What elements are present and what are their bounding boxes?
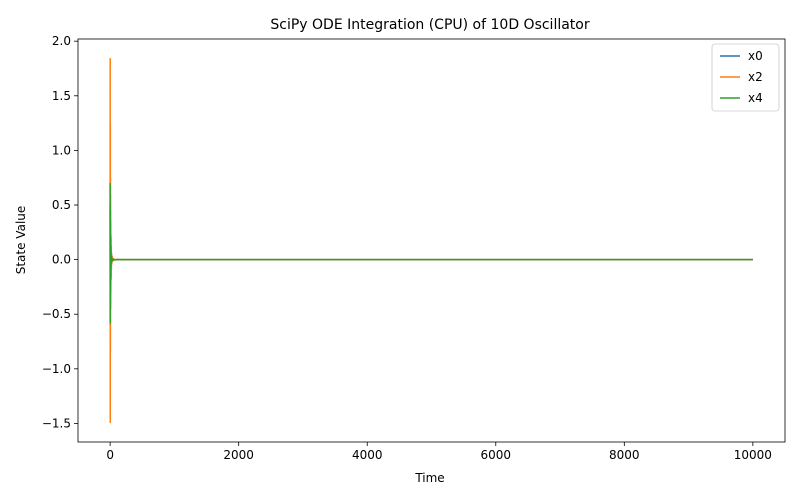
- legend: x0 x2 x4: [711, 43, 780, 112]
- y-tick-label: −1.0: [42, 362, 71, 376]
- series-lines: [109, 57, 753, 424]
- x-tick-label: 4000: [352, 448, 383, 462]
- x-tick-label: 2000: [223, 448, 254, 462]
- y-tick-label: 2.0: [52, 34, 71, 48]
- chart-title: SciPy ODE Integration (CPU) of 10D Oscil…: [270, 17, 589, 33]
- legend-label-x0: x0: [748, 49, 763, 63]
- legend-label-x4: x4: [748, 91, 763, 105]
- x-axis-label: Time: [414, 471, 444, 485]
- x-tick-label: 10000: [734, 448, 772, 462]
- legend-box: [711, 43, 780, 112]
- axes-frame: [77, 38, 786, 443]
- axis-ticks: 0 2000 4000 6000 8000 10000 −1.5 −1.0 −0.5 0.0 0.5…: [42, 34, 772, 462]
- y-axis-label: State Value: [14, 206, 28, 275]
- series-line-x4: [109, 183, 753, 324]
- y-tick-label: −0.5: [42, 307, 71, 321]
- y-tick-label: 0.5: [52, 198, 71, 212]
- legend-label-x2: x2: [748, 70, 763, 84]
- x-tick-label: 0: [106, 448, 114, 462]
- axes-background: [78, 39, 785, 442]
- y-tick-label: 1.0: [52, 143, 71, 157]
- x-tick-label: 6000: [480, 448, 511, 462]
- y-tick-label: 1.5: [52, 89, 71, 103]
- y-tick-label: −1.5: [42, 416, 71, 430]
- x-tick-label: 8000: [609, 448, 640, 462]
- plot-area: [77, 38, 786, 443]
- y-tick-label: 0.0: [52, 253, 71, 267]
